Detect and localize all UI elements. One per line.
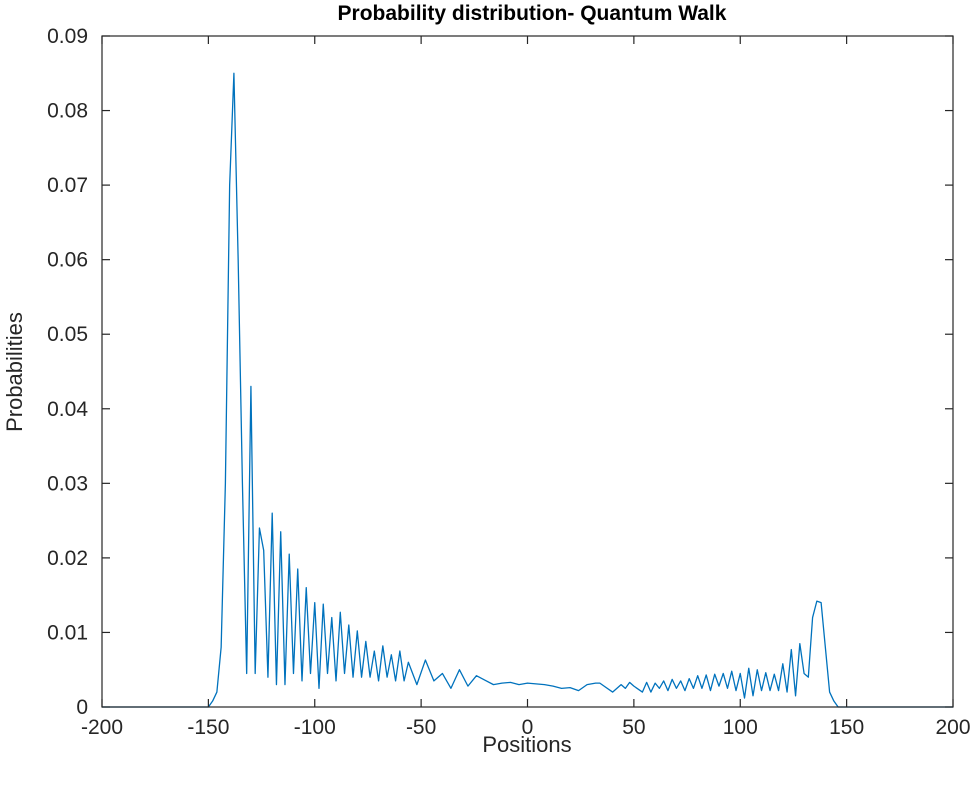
y-tick-label: 0.07 bbox=[47, 174, 88, 197]
x-tick-label: 100 bbox=[723, 716, 758, 739]
x-tick-label: -200 bbox=[81, 716, 123, 739]
axes-box bbox=[101, 35, 954, 708]
y-tick-label: 0.06 bbox=[47, 249, 88, 272]
y-tick-label: 0.01 bbox=[47, 621, 88, 644]
x-tick-label: 0 bbox=[522, 716, 534, 739]
x-tick-label: -50 bbox=[406, 716, 436, 739]
y-axis: 0 0.01 0.02 0.03 0.04 0.05 0.06 0.07 0.08 0.09 bbox=[47, 25, 953, 719]
y-tick-label: 0.03 bbox=[47, 472, 88, 495]
y-tick-label: 0 bbox=[76, 696, 88, 719]
x-tick-label: -150 bbox=[187, 716, 229, 739]
series-line-1 bbox=[102, 72, 953, 708]
x-axis-label: Positions bbox=[482, 732, 571, 757]
x-tick-label: 150 bbox=[829, 716, 864, 739]
y-tick-label: 0.04 bbox=[47, 398, 88, 421]
chart-title: Probability distribution- Quantum Walk bbox=[338, 2, 727, 25]
y-tick-label: 0.09 bbox=[47, 25, 88, 48]
y-tick-label: 0.05 bbox=[47, 323, 88, 346]
y-tick-label: 0.08 bbox=[47, 100, 88, 123]
y-axis-label: Probabilities bbox=[2, 312, 27, 432]
x-tick-label: 200 bbox=[935, 716, 970, 739]
x-axis: -200 -150 -100 -50 0 50 100 150 200 bbox=[81, 36, 971, 739]
x-tick-label: 50 bbox=[622, 716, 645, 739]
plot-area bbox=[102, 72, 953, 708]
y-tick-label: 0.02 bbox=[47, 547, 88, 570]
x-tick-label: -100 bbox=[294, 716, 336, 739]
